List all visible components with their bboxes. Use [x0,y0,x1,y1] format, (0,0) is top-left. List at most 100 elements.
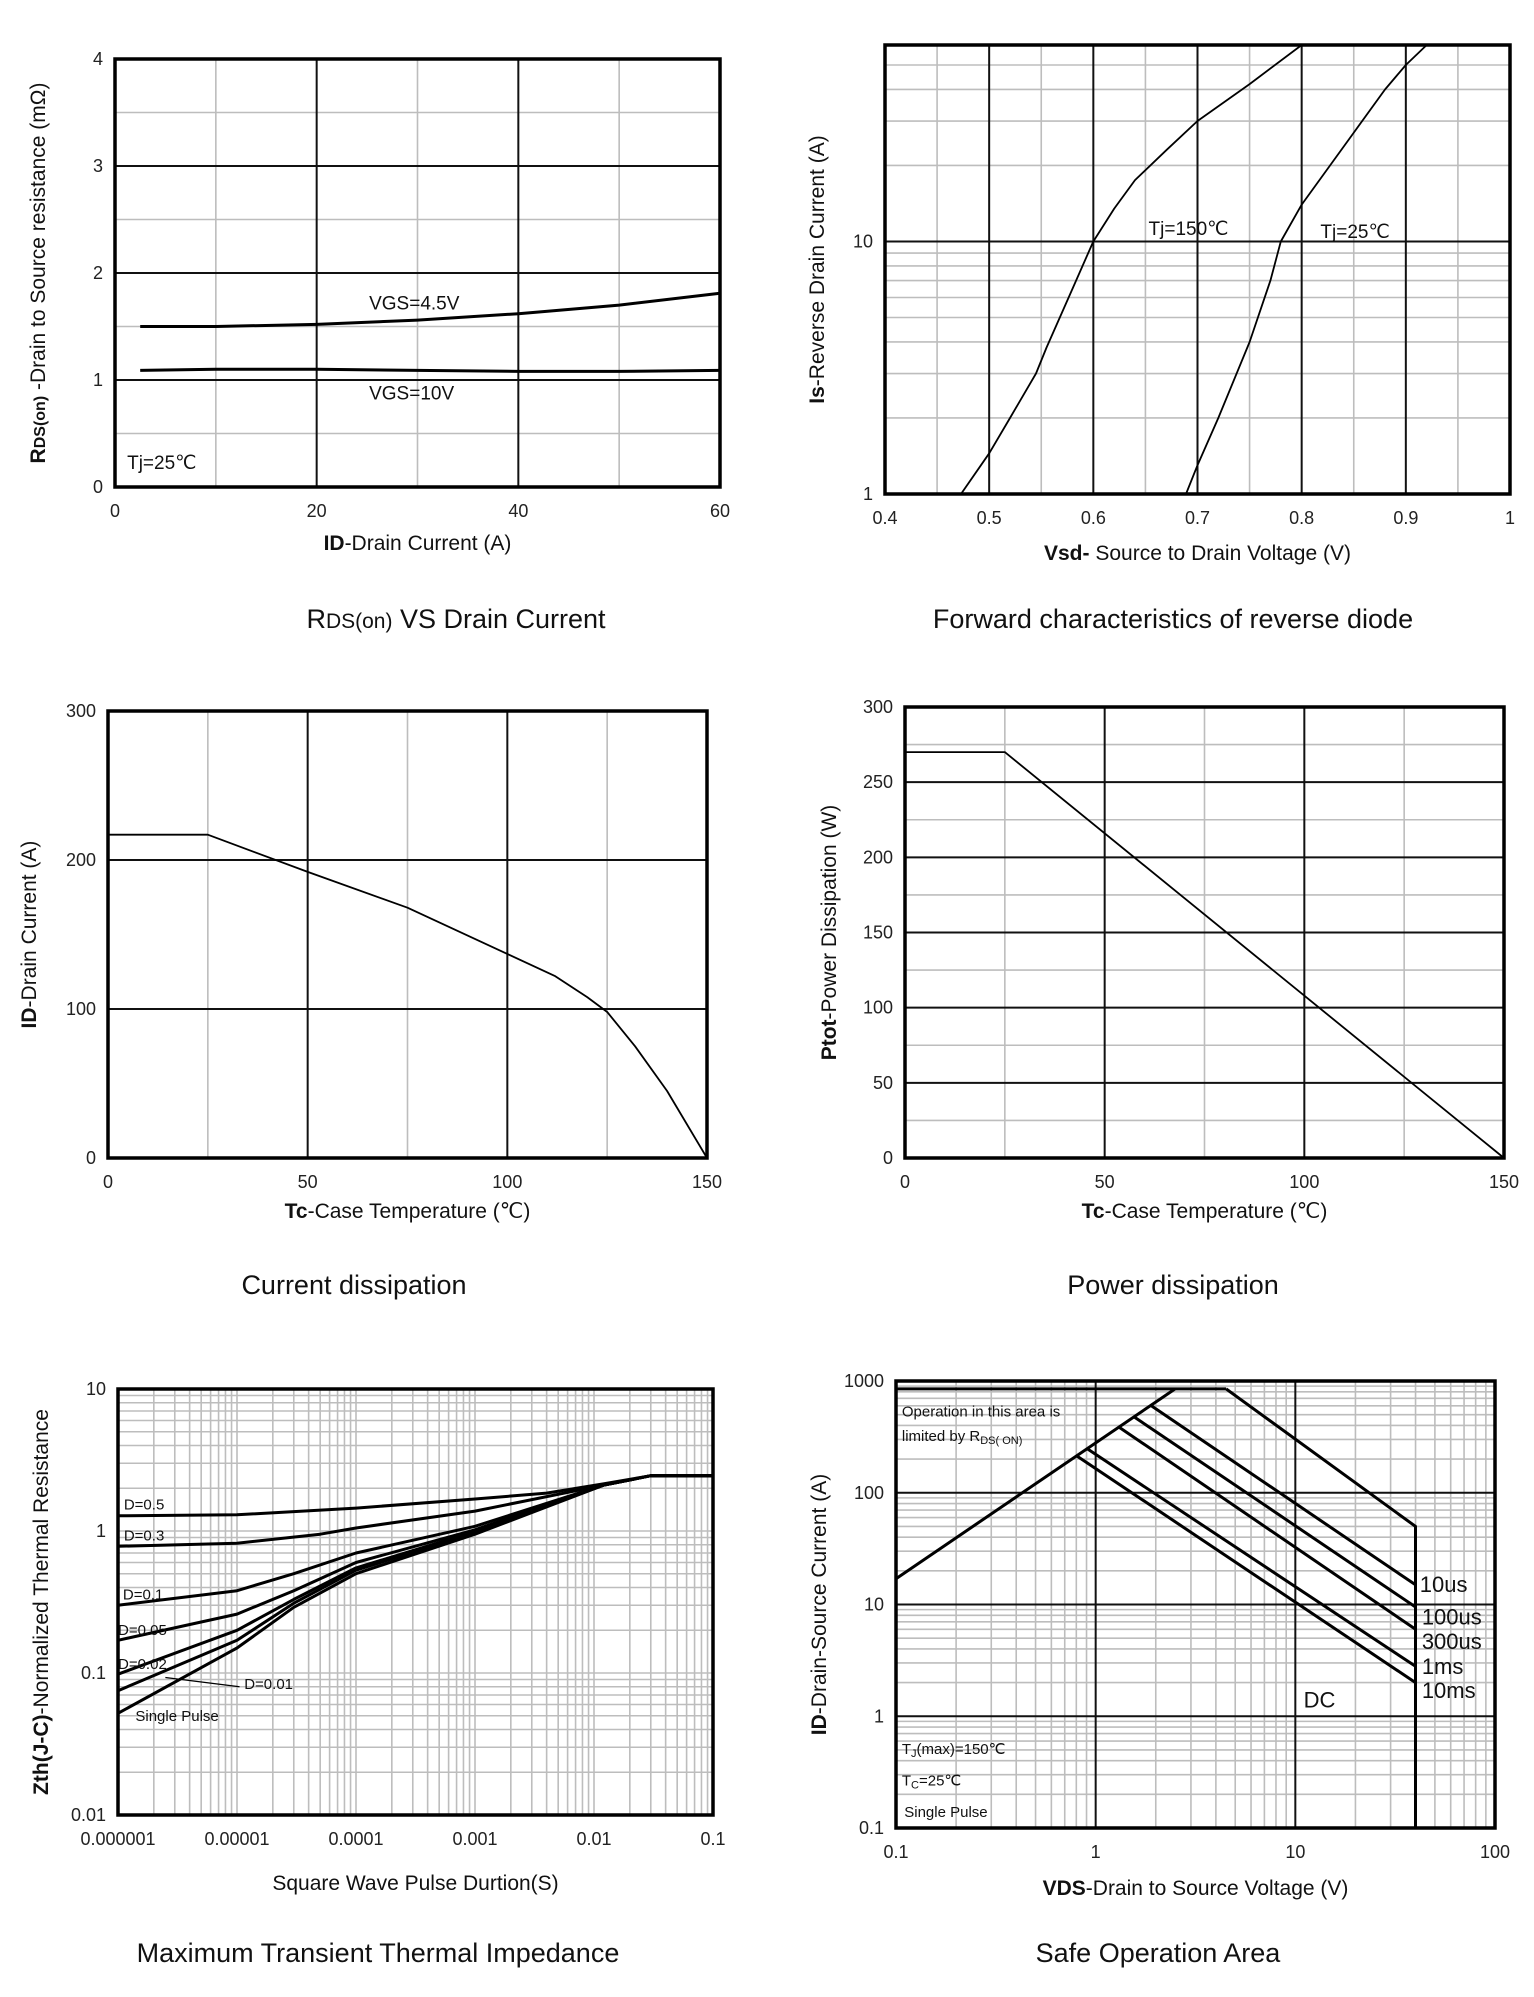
y-tick-label: 0.1 [81,1663,106,1683]
y-tick-label: 1000 [844,1371,884,1391]
series-label: 100us [1422,1605,1482,1630]
x-tick-label: 10 [1285,1842,1305,1862]
text-part: Square Wave Pulse Durtion(S) [272,1872,558,1895]
text-part: R [27,448,50,463]
x-tick-label: 50 [1095,1172,1115,1192]
y-tick-label: 300 [66,701,96,721]
series-line-10ms [1075,1454,1417,1684]
series-line-0 [108,833,708,1159]
series-line-single-pulse [117,1474,713,1715]
chart-title: Power dissipation [1067,1270,1279,1300]
plot-frame [903,705,1506,1160]
series-label: D=0.01 [244,1676,293,1693]
text-part: Operation in this area is [902,1404,1060,1421]
plot-frame [116,1387,715,1817]
series-label: VGS=4.5V [369,293,460,314]
plot-frame [113,57,722,489]
series-line-300us [1117,1425,1417,1631]
chart-title: Forward characteristics of reverse diode [933,604,1413,634]
y-tick-label: 1 [93,370,103,390]
x-tick-label: 50 [298,1172,318,1192]
x-tick-label: 0.9 [1393,508,1418,528]
text-part: -Reverse Drain Current (A) [806,135,829,386]
y-tick-label: 0.01 [71,1805,106,1825]
safe-operating-area-chart: 0.1 1 10 100 0.1 1 10 100 1000 DC 10us 100us300us1m… [808,1371,1510,1968]
series-label: 1ms [1422,1654,1464,1679]
text-part: Tj=25℃ [127,453,196,474]
x-axis-label: VDS-Drain to Source Voltage (V) [1043,1877,1349,1900]
x-tick-label: 0 [900,1172,910,1192]
text-part: ID [18,1007,41,1028]
plot-frame [106,709,709,1160]
text-part: -Drain Current (A) [345,532,512,555]
text-part: Tc [285,1200,308,1223]
chart-annotation: limited by RDS( ON) [902,1428,1023,1447]
y-tick-label: 0 [93,477,103,497]
y-axis-label: RDS(on) -Drain to Source resistance (mΩ) [27,83,50,464]
x-tick-label: 60 [710,501,730,521]
x-tick-label: 100 [1480,1842,1510,1862]
label-leader-line [165,1676,240,1688]
text-part: ID [324,532,345,555]
series-label: D=0.3 [124,1527,164,1544]
y-tick-label: 100 [66,999,96,1019]
series-label: Tj=25℃ [1320,222,1389,243]
x-tick-label: 150 [692,1172,722,1192]
series-line-100us [1132,1415,1417,1609]
y-axis-label: Ptot-Power Dissipation (W) [818,805,841,1061]
series-line-tj-150- [960,44,1303,495]
text-part: Ptot [818,1019,841,1060]
x-tick-label: 0.01 [576,1829,611,1849]
text-part: (max)=150℃ [917,1741,1006,1758]
text-part: DS(on) [32,396,49,448]
series-label: D=0.5 [124,1496,164,1513]
chart-title: Maximum Transient Thermal Impedance [137,1938,620,1968]
chart-title: Current dissipation [241,1270,466,1300]
y-tick-label: 4 [93,49,103,69]
series-line-vgs-10v [140,367,721,373]
series-label: Tj=150℃ [1149,219,1229,240]
text-part: DS( ON) [980,1435,1022,1447]
x-axis-label: Tc-Case Temperature (℃) [285,1200,531,1223]
series-label: Single Pulse [135,1708,218,1725]
y-tick-label: 100 [863,998,893,1018]
text-part: Safe Operation Area [1036,1938,1282,1968]
text-part: -Case Temperature (℃) [308,1200,531,1223]
text-part: -Case Temperature (℃) [1105,1200,1328,1223]
x-tick-label: 0.1 [883,1842,908,1862]
text-part: Tc [1082,1200,1105,1223]
chart-annotation: TC=25℃ [902,1773,961,1792]
series-label: D=0.05 [118,1622,167,1639]
y-tick-label: 10 [853,231,873,251]
text-part: T [902,1773,911,1790]
series-line-vgs-4-5v [140,291,721,328]
text-part: Zth(J-C) [30,1714,53,1794]
x-tick-label: 0.7 [1185,508,1210,528]
text-part: C [911,1779,919,1791]
text-part: Is [806,386,829,404]
chart-title: Safe Operation Area [1036,1938,1282,1968]
y-tick-label: 300 [863,697,893,717]
text-part: limited by R [902,1428,981,1445]
series-line-10us [1150,1404,1417,1587]
series-line-0 [905,751,1505,1159]
y-tick-label: 2 [93,263,103,283]
current-dissipation-chart: 0 50 100 150 0 100 200 300 Tc-Case Temperature (… [18,701,722,1300]
y-tick-label: 200 [66,850,96,870]
x-axis-label: ID-Drain Current (A) [324,532,512,555]
text-part: -Drain-Source Current (A) [808,1474,831,1714]
x-tick-label: 100 [492,1172,522,1192]
text-part: Source to Drain Voltage (V) [1095,542,1351,565]
series-line-tj-25- [1185,44,1428,495]
x-tick-label: 0.5 [977,508,1002,528]
chart-annotation: TJ(max)=150℃ [902,1741,1006,1760]
text-part: -Drain to Source Voltage (V) [1086,1877,1349,1900]
y-tick-label: 10 [86,1379,106,1399]
y-axis-label: ID-Drain Current (A) [18,841,41,1029]
x-tick-label: 0.0001 [328,1829,383,1849]
thermal-impedance-chart: 0.000001 0.00001 0.0001 0.001 0.01 0.1 0.01 0.1… [30,1379,726,1968]
series-line-1ms [1085,1447,1417,1668]
series-line-d-0-1 [117,1474,713,1607]
series-line-0 [895,1387,1176,1580]
y-tick-label: 0 [883,1148,893,1168]
